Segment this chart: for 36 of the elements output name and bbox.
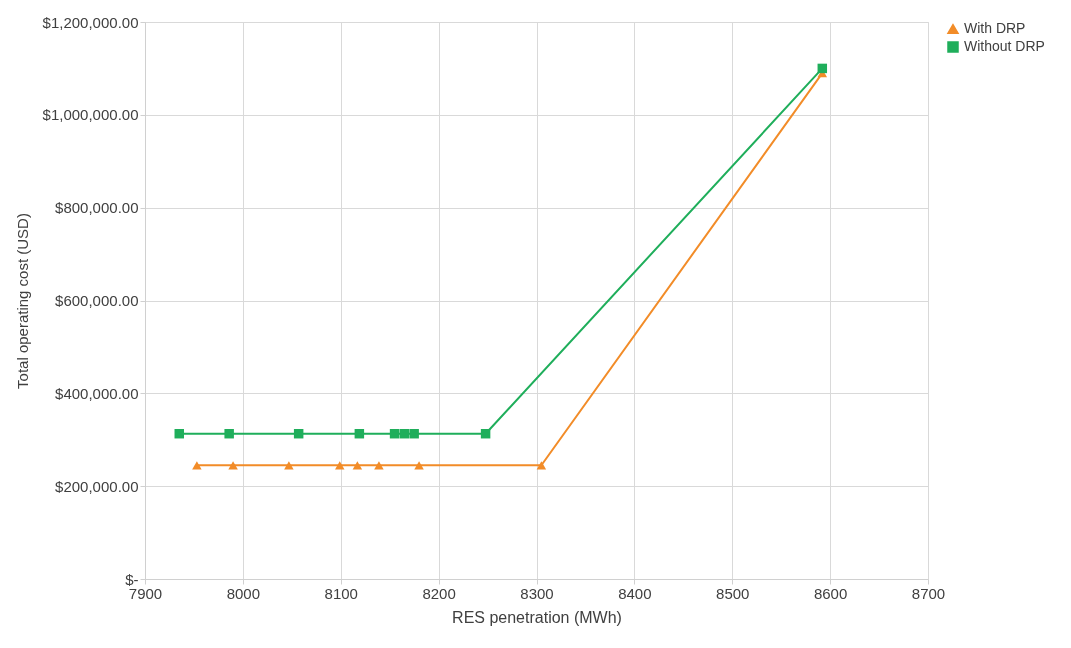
point bbox=[174, 428, 184, 439]
y-axis-title: Total operating cost (USD) bbox=[13, 213, 31, 389]
point bbox=[817, 63, 828, 74]
point bbox=[228, 461, 238, 470]
legend-label: With DRP bbox=[964, 20, 1026, 36]
x-tick-label: 8600 bbox=[813, 584, 848, 602]
y-tick-label: $- bbox=[125, 570, 139, 588]
point bbox=[374, 461, 384, 470]
point bbox=[335, 461, 345, 470]
point bbox=[224, 428, 234, 439]
y-tick-label: $400,000.00 bbox=[55, 384, 139, 402]
point bbox=[536, 461, 547, 470]
x-tick-label: 8400 bbox=[618, 584, 652, 602]
x-tick-label: 8000 bbox=[226, 584, 261, 602]
y-tick-label: $200,000.00 bbox=[55, 477, 139, 495]
point bbox=[293, 428, 304, 439]
point bbox=[414, 461, 424, 470]
point bbox=[409, 428, 419, 439]
point bbox=[480, 428, 491, 439]
x-tick-label: 8500 bbox=[716, 584, 750, 602]
y-tick-label: $600,000.00 bbox=[55, 292, 139, 309]
point bbox=[284, 461, 294, 470]
legend-label: Without DRP bbox=[964, 38, 1045, 54]
x-tick-label: 8100 bbox=[324, 584, 358, 602]
point bbox=[354, 428, 365, 439]
point bbox=[399, 428, 410, 439]
point bbox=[352, 461, 363, 470]
point bbox=[389, 428, 400, 439]
x-tick-label: 8300 bbox=[520, 584, 554, 602]
y-tick-label: $1,000,000.00 bbox=[42, 106, 139, 124]
y-tick-label: $800,000.00 bbox=[55, 199, 139, 217]
x-tick-label: 8200 bbox=[422, 584, 456, 602]
x-axis-title: RES penetration (MWh) bbox=[452, 608, 622, 626]
x-tick-label: 8700 bbox=[911, 584, 946, 602]
point bbox=[192, 461, 202, 470]
y-tick-label: $1,200,000.00 bbox=[42, 13, 139, 31]
